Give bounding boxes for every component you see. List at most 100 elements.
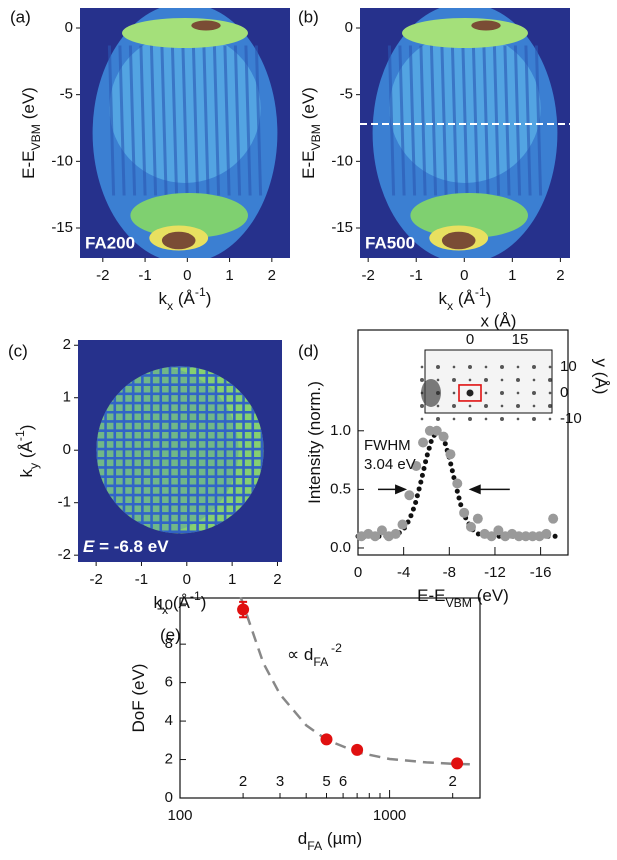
x-tick-label: -2 [89,571,102,588]
data-point [548,513,559,524]
text-part: k [17,468,36,477]
inset-spot [484,391,488,395]
fit-line [239,596,474,766]
inset-spot [500,378,504,382]
band-stripe [513,45,522,196]
y-axis-label: ky (Å-1) [13,425,41,478]
band-stripe [181,45,189,196]
intensity [191,20,221,31]
inset-spot [452,377,456,382]
band-stripe [534,45,543,196]
inset-spot [548,403,552,408]
y-axis-label: Intensity (norm.) [305,381,324,504]
x-tick-label: -2 [96,267,109,284]
panel-tag: FA500 [365,233,415,252]
text-part: x [162,603,168,617]
data-point [513,531,524,542]
text-part: VBM [309,124,323,151]
annotation: 3.04 eV [364,456,416,473]
data-point [452,478,463,489]
inset-spot [516,377,520,382]
data-point [451,757,464,770]
text-part: VBM [29,124,43,151]
text-part: E-E [417,586,445,605]
y-axis-label: E-EVBM (eV) [299,87,323,179]
inset-spot [484,377,488,382]
x-tick-label: 0 [354,564,362,581]
x-tick-label: -4 [397,564,410,581]
x-tick-label: 5 [322,773,330,790]
inset-y-tick-label: -10 [560,410,582,427]
x-tick-label: -16 [530,564,552,581]
text-part: E-E [299,151,318,179]
data-point [404,490,415,501]
data-point [418,437,429,448]
inset-smudge [421,378,441,407]
x-tick-label: -2 [361,267,374,284]
y-tick-label: -5 [340,86,353,103]
text-part: Intensity (norm.) [305,381,324,504]
text-part: (Å [17,440,36,462]
data-point [465,521,476,532]
inset-spot [500,390,504,395]
x-tick-label: 0 [183,571,191,588]
y-tick-label: 0 [63,441,71,458]
band-stripe [107,45,116,196]
inset-spot [532,416,536,421]
panel-label: (e) [160,625,181,644]
data-point [431,425,442,436]
x-tick-label: 2 [556,267,564,284]
inset-spot [484,365,488,369]
intensity [161,231,196,250]
inset-x-tick-label: 15 [512,331,529,348]
data-point [370,531,381,542]
data-point [486,531,497,542]
x-tick-label: 6 [339,773,347,790]
x-axis-label: kx (Å-1) [439,285,492,313]
band-stripe [149,45,158,196]
inset-y-tick-label: 0 [560,384,568,401]
text-part: k [439,289,448,308]
inset-spot [436,378,440,382]
heatmap [80,8,290,258]
y-tick-label: -2 [58,546,71,563]
text-part: (eV) [472,586,509,605]
y-tick-label: -15 [51,219,73,236]
band-stripe [408,45,417,196]
inset-spot [516,365,520,369]
inset-spot [420,417,424,421]
inset-spot [484,417,488,421]
inset-spot [420,377,424,382]
x-tick-label: 1 [508,267,516,284]
text-part: y [27,462,41,469]
x-tick-label: -1 [410,267,423,284]
data-point [320,733,333,746]
data-point [493,525,504,536]
band-stripe [254,45,263,196]
band-stripe [160,45,168,196]
x-tick-label: 1 [228,571,236,588]
band-stripe [191,45,200,196]
x-tick-label: 2 [273,571,281,588]
x-tick-label: 3 [276,773,284,790]
x-tick-label: 2 [268,267,276,284]
annotation: FWHM [364,437,411,454]
heatmap [360,8,570,258]
data-point [397,519,408,530]
x-axis-label: kx (Å-1) [159,285,212,313]
x-tick-label: 1 [225,267,233,284]
text-part: = -6.8 eV [94,537,169,556]
y-tick-label: 2 [63,336,71,353]
text-part: ) [17,425,36,431]
inset-frame [424,349,553,414]
y-tick-label: 4 [165,712,173,729]
intensity [410,193,528,238]
inset-y-label: y (Å) [592,359,611,395]
y-tick-label: 0 [345,19,353,36]
data-point [390,528,401,539]
panel-label: (d) [298,341,319,360]
text-part: (Å [173,289,195,308]
data-point [411,460,422,471]
panel-tag: FA200 [85,233,135,252]
band-stripe [482,45,490,196]
